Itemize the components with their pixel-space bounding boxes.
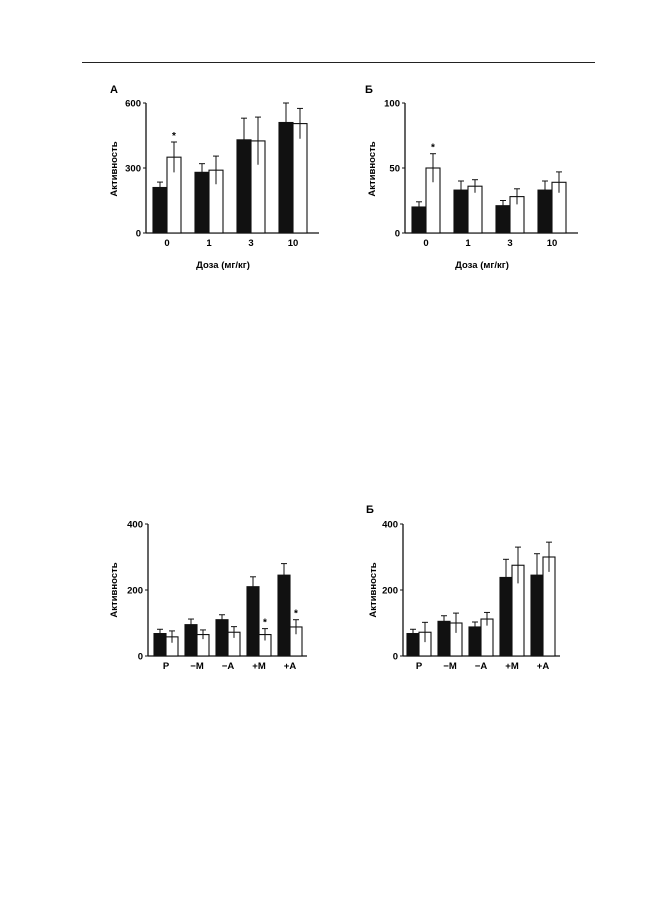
- x-tick-label: 1: [465, 238, 471, 249]
- y-tick-label: 200: [382, 586, 398, 597]
- x-tick-label: Р: [163, 661, 170, 672]
- x-tick-label: −А: [475, 661, 488, 672]
- x-tick-label: +А: [284, 661, 297, 672]
- x-tick-label: +М: [505, 661, 519, 672]
- x-axis-label: Доза (мг/кг): [196, 260, 250, 271]
- y-axis-label: Активность: [368, 562, 379, 617]
- x-tick-label: 0: [423, 238, 428, 249]
- y-tick-label: 0: [138, 652, 143, 663]
- y-tick-label: 400: [382, 520, 398, 531]
- y-axis-label: Активность: [367, 141, 378, 196]
- y-tick-label: 600: [125, 99, 141, 110]
- y-axis-label: Активность: [109, 141, 120, 196]
- y-tick-label: 0: [395, 229, 400, 240]
- x-tick-label: 1: [206, 238, 212, 249]
- x-tick-label: 3: [248, 238, 253, 249]
- x-tick-label: −А: [222, 661, 235, 672]
- x-tick-label: +А: [537, 661, 550, 672]
- y-tick-label: 0: [393, 652, 398, 663]
- y-tick-label: 0: [136, 229, 141, 240]
- x-tick-label: 3: [507, 238, 512, 249]
- y-axis-label: Активность: [109, 562, 120, 617]
- y-tick-label: 200: [127, 586, 143, 597]
- significance-marker: *: [431, 143, 435, 154]
- x-axis-label: Доза (мг/кг): [455, 260, 509, 271]
- y-tick-label: 400: [127, 520, 143, 531]
- y-tick-label: 100: [384, 99, 400, 110]
- significance-marker: *: [294, 609, 298, 620]
- significance-marker: *: [172, 131, 176, 142]
- panel-label: Б: [366, 504, 374, 516]
- panel-label: Б: [365, 84, 373, 96]
- x-tick-label: −М: [190, 661, 204, 672]
- x-tick-label: Р: [416, 661, 423, 672]
- y-tick-label: 50: [389, 164, 400, 175]
- x-tick-label: 0: [164, 238, 169, 249]
- x-tick-label: 10: [547, 238, 558, 249]
- x-tick-label: 10: [288, 238, 299, 249]
- x-tick-label: −М: [443, 661, 457, 672]
- panel-label: А: [110, 84, 118, 96]
- x-tick-label: +М: [252, 661, 266, 672]
- page-header-rule: [82, 62, 595, 63]
- y-tick-label: 300: [125, 164, 141, 175]
- significance-marker: *: [263, 618, 267, 629]
